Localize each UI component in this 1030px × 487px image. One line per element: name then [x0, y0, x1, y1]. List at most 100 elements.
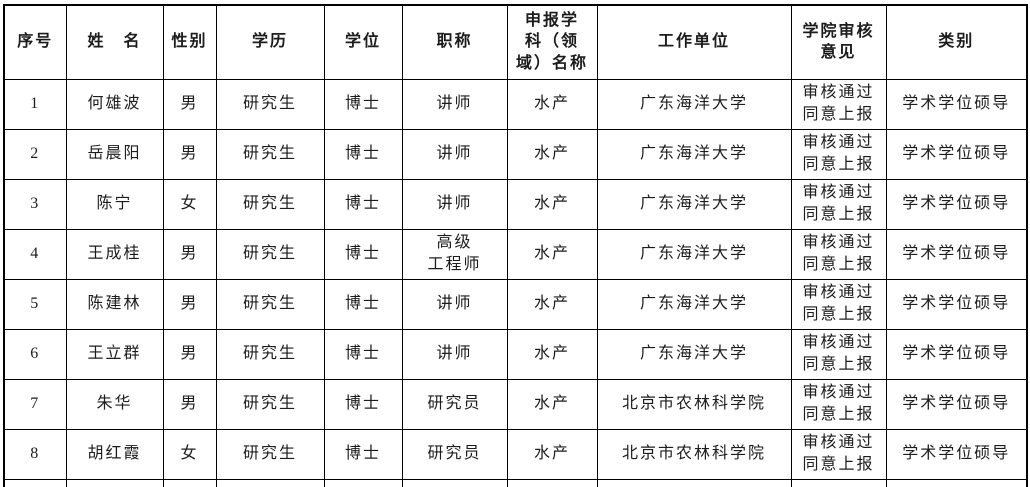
column-header-review: 学院审核 意见: [790, 4, 887, 80]
cell-discipline: 水产: [506, 328, 598, 380]
table-row: 4 王成桂男研究生 博士 高级 工程师 水产 广东海洋大学 审核通过 同意上报 学术学位硕导: [3, 228, 1028, 280]
cell-title: 讲师: [401, 78, 508, 130]
cell-review: 审核通过 同意上报: [790, 228, 887, 280]
table-row: 7 朱华男研究生 博士 研究员 水产 北京市农林科学院 审核通过 同意上报 学术学位硕导: [3, 378, 1028, 430]
cell-name: 何雄波: [65, 78, 164, 130]
cell-name: 胡红霞: [65, 428, 164, 480]
cell-education: 研究生: [215, 328, 325, 380]
table-row: 5 陈建林男研究生 博士 讲师 水产 广东海洋大学 审核通过 同意上报 学术学位硕导: [3, 278, 1028, 330]
cell-index: 4: [3, 228, 67, 280]
cell-work-unit: 广东海洋大学: [596, 328, 792, 380]
table-row: 3 陈宁女研究生 博士 讲师 水产 广东海洋大学 审核通过 同意上报 学术学位硕导: [3, 178, 1028, 230]
cell-review: 审核通过 同意上报: [790, 428, 887, 480]
cell-title: 研究员: [401, 378, 508, 430]
cell-name: 岳晨阳: [65, 128, 164, 180]
cell-category: 学术学位硕导: [885, 178, 1028, 230]
cell-degree: 博士: [323, 228, 403, 280]
cell-discipline: 水产: [506, 278, 598, 330]
table-row: 8 胡红霞女研究生 博士 研究员 水产 北京市农林科学院 审核通过 同意上报 学术学位硕导: [3, 428, 1028, 480]
cell-gender: 男: [162, 278, 217, 330]
cell-discipline: 水产: [506, 78, 598, 130]
cell-gender: 女: [162, 428, 217, 480]
cell-review: 审核通过 同意上报: [790, 178, 887, 230]
cell-discipline: 水产: [506, 128, 598, 180]
cell-gender: 男: [162, 328, 217, 380]
cell-degree: 博士: [323, 128, 403, 180]
cell-education: 研究生: [215, 178, 325, 230]
cell-review: 审核通过 同意上报: [790, 278, 887, 330]
cell-index: 6: [3, 328, 67, 380]
cell-category: 学术学位硕导: [885, 78, 1028, 130]
column-header-title: 职称: [401, 4, 508, 80]
cell-category: 学术学位硕导: [885, 328, 1028, 380]
cell-degree: 博士: [323, 428, 403, 480]
column-header-work-unit: 工作单位: [596, 4, 792, 80]
cell-education: 研究生: [215, 428, 325, 480]
cell-degree: 博士: [323, 78, 403, 130]
cell-review: 审核通过 同意上报: [790, 378, 887, 430]
cell-title: 讲师: [401, 328, 508, 380]
cell-work-unit: 广东海洋大学: [596, 278, 792, 330]
cell-review: 审核通过 同意上报: [790, 78, 887, 130]
cell-review: 审核通过 同意上报: [790, 328, 887, 380]
cell-title: 讲师: [401, 278, 508, 330]
cell-gender: 男: [162, 378, 217, 430]
cell-work-unit: 北京市农林科学院: [596, 378, 792, 430]
cell-discipline: 水产: [506, 428, 598, 480]
cell-category: 学术学位硕导: [885, 128, 1028, 180]
cell-review: 审核通过 同意上报: [790, 128, 887, 180]
column-header-index: 序号: [3, 4, 67, 80]
cell-gender: 男: [162, 128, 217, 180]
column-header-gender: 性别: [162, 4, 217, 80]
cell-title: 讲师: [401, 128, 508, 180]
cell-work-unit: 广东海洋大学: [596, 78, 792, 130]
cell-name: 王成桂: [65, 228, 164, 280]
cell-index: 1: [3, 78, 67, 130]
cell-name: 陈建林: [65, 278, 164, 330]
cell-index: 2: [3, 128, 67, 180]
cell-work-unit: 广东海洋大学: [596, 128, 792, 180]
cell-name: 朱华: [65, 378, 164, 430]
cell-category: 学术学位硕导: [885, 378, 1028, 430]
cell-name: 王立群: [65, 328, 164, 380]
column-header-education: 学历: [215, 4, 325, 80]
cell-discipline: 水产: [506, 378, 598, 430]
table-body: 1 何雄波男研究生 博士 讲师 水产 广东海洋大学 审核通过 同意上报 学术学位硕导 2 岳晨阳男…: [3, 78, 1028, 487]
cell-name: 陈宁: [65, 178, 164, 230]
cell-index: 3: [3, 178, 67, 230]
cell-education: 研究生: [215, 78, 325, 130]
column-header-degree: 学位: [323, 4, 403, 80]
cell-category: 学术学位硕导: [885, 428, 1028, 480]
cell-work-unit: 广东海洋大学: [596, 178, 792, 230]
cell-gender: 女: [162, 178, 217, 230]
cell-title: 高级 工程师: [401, 228, 508, 280]
cell-title: 讲师: [401, 178, 508, 230]
cell-work-unit: 北京市农林科学院: [596, 428, 792, 480]
cell-gender: 男: [162, 228, 217, 280]
cell-category: 学术学位硕导: [885, 228, 1028, 280]
cell-degree: 博士: [323, 178, 403, 230]
cell-discipline: 水产: [506, 228, 598, 280]
faculty-review-table: 序号姓 名性别 学历 学位 职称 申报学 科（领 域）名称 工作单位 学院审核 意见 类别 1…: [3, 4, 1028, 487]
table-row: 6 王立群男研究生 博士 讲师 水产 广东海洋大学 审核通过 同意上报 学术学位硕导: [3, 328, 1028, 380]
cell-gender: 男: [162, 78, 217, 130]
cell-education: 研究生: [215, 128, 325, 180]
column-header-discipline: 申报学 科（领 域）名称: [506, 4, 598, 80]
cell-index: 7: [3, 378, 67, 430]
cell-education: 研究生: [215, 228, 325, 280]
header-row: 序号姓 名性别 学历 学位 职称 申报学 科（领 域）名称 工作单位 学院审核 意见 类别: [3, 4, 1028, 80]
cell-title: 研究员: [401, 428, 508, 480]
cell-degree: 博士: [323, 278, 403, 330]
table-row: 2 岳晨阳男研究生 博士 讲师 水产 广东海洋大学 审核通过 同意上报 学术学位硕导: [3, 128, 1028, 180]
cell-index: 8: [3, 428, 67, 480]
column-header-category: 类别: [885, 4, 1028, 80]
cell-category: 学术学位硕导: [885, 278, 1028, 330]
cell-degree: 博士: [323, 378, 403, 430]
column-header-name: 姓 名: [65, 4, 164, 80]
table-row-partial: [3, 478, 1028, 487]
table-row: 1 何雄波男研究生 博士 讲师 水产 广东海洋大学 审核通过 同意上报 学术学位硕导: [3, 78, 1028, 130]
cell-index: 5: [3, 278, 67, 330]
cell-work-unit: 广东海洋大学: [596, 228, 792, 280]
cell-education: 研究生: [215, 278, 325, 330]
